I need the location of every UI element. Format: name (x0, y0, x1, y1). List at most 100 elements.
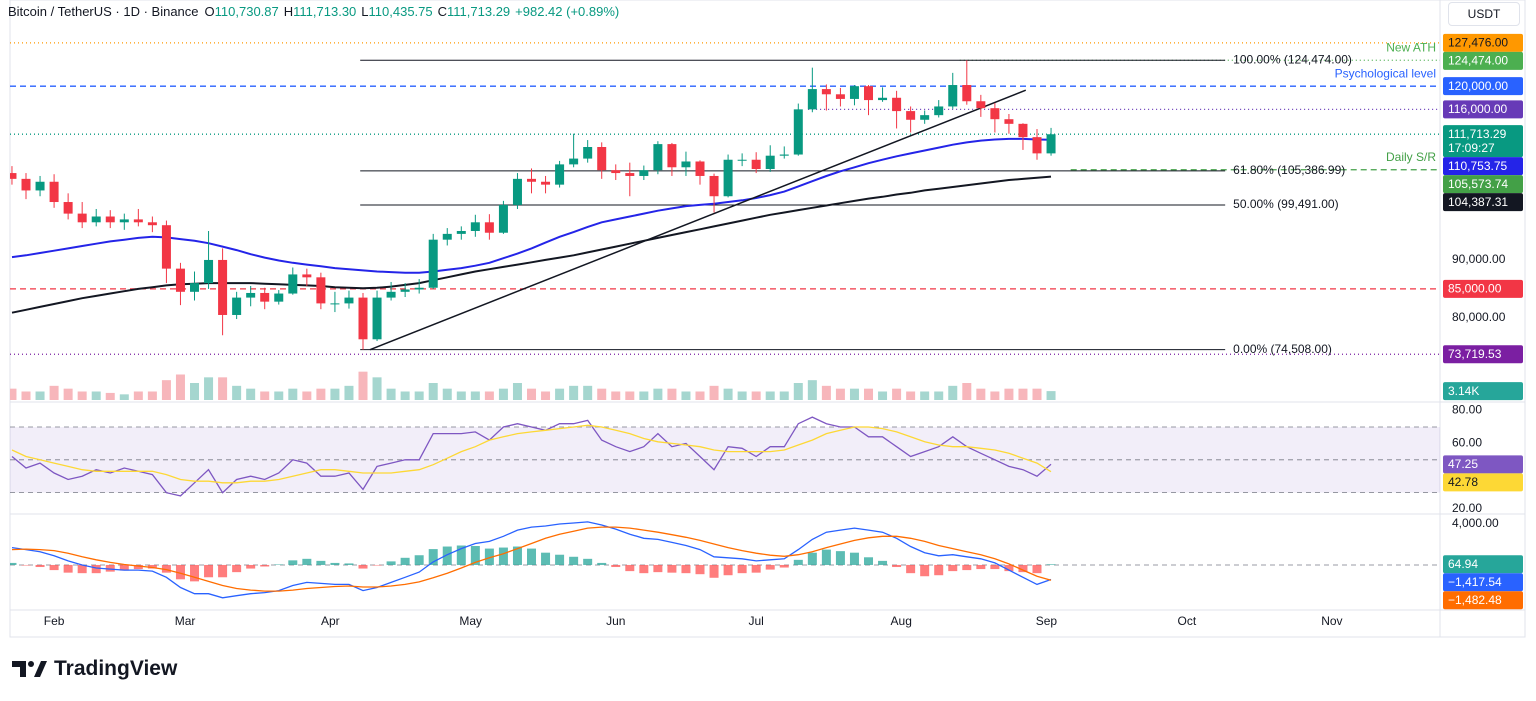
y-tick-label: 80,000.00 (1452, 310, 1506, 324)
price-badge (1443, 193, 1523, 212)
x-tick-label: Aug (891, 614, 912, 628)
price-badge (1443, 279, 1523, 298)
volume-bar (133, 391, 143, 400)
candle-body (21, 178, 31, 191)
price-badge-label: 64.94 (1448, 557, 1478, 571)
candle-body (920, 115, 930, 120)
volume-bar (288, 388, 298, 400)
indicator-line (11, 416, 1052, 497)
volume-bar (934, 391, 944, 400)
candle-body (91, 216, 101, 223)
candle-body (541, 181, 551, 185)
price-badge (1443, 100, 1523, 119)
y-tick-label: 4,000.00 (1452, 516, 1499, 530)
candle-body (821, 89, 831, 95)
candle-body (1004, 119, 1014, 124)
candle-body (653, 144, 663, 171)
volume-bar (274, 391, 284, 400)
volume-bar (962, 383, 972, 400)
histogram-bar (695, 564, 705, 575)
histogram-bar (414, 555, 424, 565)
candle-body (569, 158, 579, 165)
volume-bar (976, 388, 986, 400)
histogram-bar (1046, 564, 1056, 565)
candle-body (400, 289, 410, 292)
histogram-bar (737, 564, 747, 574)
x-tick-label: Feb (44, 614, 65, 628)
histogram-bar (597, 562, 607, 565)
volume-bar (864, 388, 874, 400)
histogram-bar (456, 545, 466, 565)
histogram-bar (77, 564, 87, 574)
histogram-bar (878, 560, 888, 565)
price-badge (1443, 591, 1523, 610)
candle-body (962, 85, 972, 102)
volume-bar (835, 388, 845, 400)
histogram-bar (779, 564, 789, 568)
histogram-bar (484, 548, 494, 565)
volume-bar (990, 391, 1000, 400)
histogram-bar (288, 560, 298, 565)
logo-text: TradingView (54, 657, 178, 680)
histogram-bar (527, 548, 537, 565)
candle-body (49, 181, 59, 203)
histogram-bar (1004, 564, 1014, 572)
volume-bar (906, 391, 916, 400)
currency-button[interactable]: USDT (1448, 2, 1520, 26)
volume-bar (77, 391, 87, 400)
histogram-bar (583, 558, 593, 565)
candle-body (133, 219, 143, 223)
volume-bar (218, 377, 228, 400)
price-badge (1443, 473, 1523, 492)
candle-body (470, 222, 480, 231)
volume-bar (765, 391, 775, 400)
x-tick-label: Oct (1177, 614, 1196, 628)
volume-bar (583, 385, 593, 400)
histogram-bar (175, 564, 185, 580)
candle-body (218, 259, 228, 315)
price-badge-label: 127,476.00 (1448, 36, 1508, 50)
candle-body (667, 144, 677, 168)
volume-bar (428, 383, 438, 400)
price-badge-label: 120,000.00 (1448, 79, 1508, 93)
histogram-bar (218, 564, 228, 578)
histogram-bar (302, 558, 312, 565)
candle-body (597, 147, 607, 171)
volume-bar (1004, 388, 1014, 400)
histogram-bar (625, 564, 635, 572)
candle-body (316, 277, 326, 304)
histogram-bar (10, 562, 17, 565)
ohlc-value: 111,713.29 (447, 4, 511, 19)
fib-label: 0.00% (74,508.00) (1233, 342, 1332, 356)
fib-label: 100.00% (124,474.00) (1233, 52, 1352, 66)
ohlc-value: 110,435.75 (368, 4, 433, 19)
candle-body (386, 291, 396, 298)
volume-bar (232, 385, 242, 400)
y-tick-label: 20.00 (1452, 501, 1482, 515)
volume-bar (498, 388, 508, 400)
volume-bar (400, 391, 410, 400)
candle-body (751, 159, 761, 170)
ohlc-value: 111,713.30 (293, 4, 357, 19)
histogram-bar (428, 549, 438, 565)
price-badge-label: 124,474.00 (1448, 54, 1508, 68)
candle-body (948, 85, 958, 107)
candle-body (639, 170, 649, 176)
histogram-bar (555, 554, 565, 565)
volume-bar (456, 391, 466, 400)
candle-body (428, 239, 438, 288)
histogram-bar (133, 564, 143, 570)
histogram-bar (990, 564, 1000, 570)
histogram-bar (91, 564, 101, 574)
price-badge (1443, 33, 1523, 52)
candle-body (232, 297, 242, 315)
histogram-bar (147, 564, 157, 569)
histogram-bar (246, 564, 256, 569)
candle-body (190, 283, 200, 292)
logo: TradingView (12, 656, 177, 682)
volume-bar (709, 385, 719, 400)
candle-body (723, 159, 733, 197)
y-tick-label: 80.00 (1452, 403, 1482, 417)
candle-body (456, 230, 466, 234)
histogram-bar (849, 552, 859, 565)
